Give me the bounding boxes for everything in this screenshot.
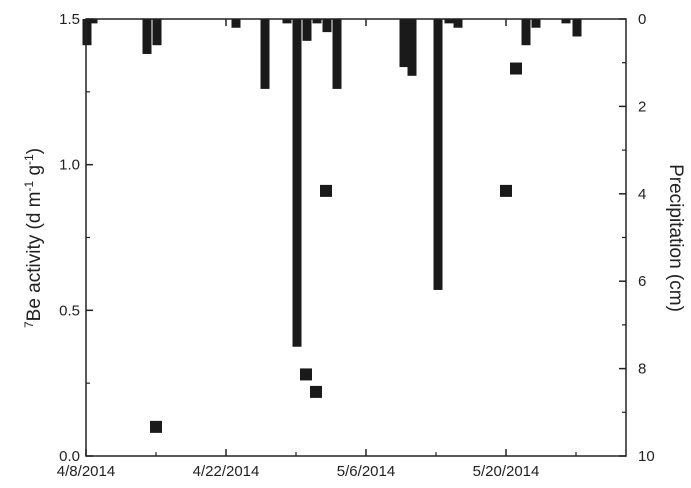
axis-ticks: 0.0 0.5 1.0 1.5 0 2 4 6 8 10 4/8/2014 4/22/2014 5/6/… bbox=[57, 11, 655, 480]
precipitation-bar bbox=[572, 19, 582, 37]
precipitation-bar bbox=[302, 19, 312, 41]
x-tick-label: 4/22/2014 bbox=[193, 463, 260, 480]
plot-frame bbox=[85, 18, 627, 457]
be7-point bbox=[510, 62, 522, 75]
be7-point bbox=[310, 385, 322, 398]
precipitation-bars bbox=[82, 19, 582, 347]
be7-point bbox=[320, 184, 332, 197]
precipitation-bar bbox=[231, 19, 241, 28]
x-tick-label: 5/6/2014 bbox=[337, 463, 395, 480]
precipitation-bar bbox=[152, 19, 162, 46]
be7-point bbox=[150, 420, 162, 433]
right-tick-label: 8 bbox=[638, 361, 646, 378]
left-axis-title-sup2: -1 bbox=[22, 180, 36, 191]
left-tick-label: 0.5 bbox=[59, 302, 80, 319]
precipitation-bar bbox=[521, 19, 531, 46]
precipitation-bar bbox=[444, 19, 454, 24]
precipitation-bar bbox=[453, 19, 463, 28]
precipitation-bar bbox=[260, 19, 270, 89]
precipitation-bar bbox=[88, 19, 98, 24]
right-tick-label: 4 bbox=[638, 186, 646, 203]
left-axis-title-main: Be activity (d m bbox=[24, 191, 45, 321]
right-axis-title: Precipitation (cm) bbox=[665, 164, 686, 312]
x-tick-label: 4/8/2014 bbox=[57, 463, 115, 480]
precipitation-bar bbox=[332, 19, 342, 89]
x-tick-label: 5/20/2014 bbox=[473, 463, 540, 480]
left-axis-title-sup3: -1 bbox=[22, 154, 36, 165]
right-tick-label: 6 bbox=[638, 273, 646, 290]
right-tick-label: 0 bbox=[638, 11, 646, 28]
right-tick-label: 10 bbox=[638, 448, 655, 465]
left-tick-label: 1.5 bbox=[59, 11, 80, 28]
left-axis-title-sup: 7 bbox=[22, 321, 36, 328]
precipitation-bar bbox=[407, 19, 417, 76]
left-axis-title-mid: g bbox=[24, 165, 45, 181]
precipitation-bar bbox=[531, 19, 541, 28]
left-axis-title-end: ) bbox=[24, 148, 45, 154]
precipitation-bar bbox=[561, 19, 571, 24]
be7-point bbox=[500, 184, 512, 197]
left-tick-label: 1.0 bbox=[59, 157, 80, 174]
precipitation-bar bbox=[433, 19, 443, 290]
precipitation-bar bbox=[322, 19, 332, 33]
left-tick-label: 0.0 bbox=[59, 448, 80, 465]
right-tick-label: 2 bbox=[638, 98, 646, 115]
precipitation-bar bbox=[399, 19, 409, 68]
precipitation-bar bbox=[282, 19, 292, 24]
precipitation-bar bbox=[142, 19, 152, 54]
precipitation-bar bbox=[312, 19, 322, 24]
left-axis-title: 7Be activity (d m-1 g-1) bbox=[22, 148, 45, 328]
precipitation-bar bbox=[82, 19, 92, 46]
precipitation-bar bbox=[292, 19, 302, 347]
be7-point bbox=[300, 368, 312, 381]
be7-points bbox=[150, 62, 522, 433]
